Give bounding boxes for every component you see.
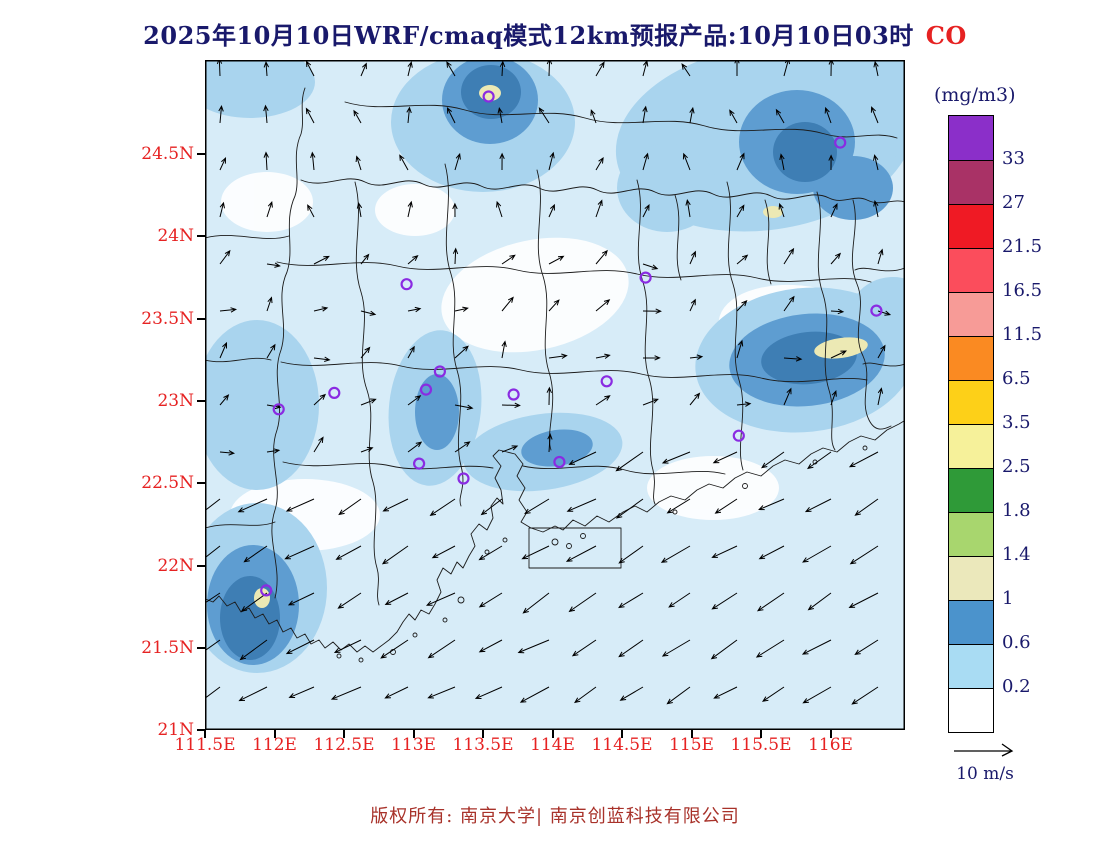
lon-tick-mark (829, 730, 832, 738)
colorbar-tick-label: 11.5 (1002, 324, 1043, 345)
lon-tick-label: 113.5E (452, 735, 514, 755)
colorbar-swatch (949, 116, 993, 160)
colorbar-swatch (949, 644, 993, 688)
colorbar-unit: (mg/m3) (934, 84, 1016, 106)
colorbar-tick-label: 1.8 (1002, 500, 1031, 521)
lat-tick-mark (197, 647, 205, 650)
city-station-marker (507, 388, 520, 401)
lat-tick-label: 23N (157, 391, 194, 412)
colorbar-swatch (949, 204, 993, 248)
colorbar-tick-label: 1.4 (1002, 544, 1031, 565)
map-panel (205, 60, 905, 730)
lat-tick-mark (197, 564, 205, 567)
city-station-marker (260, 584, 273, 597)
lon-tick-label: 112.5E (313, 735, 375, 755)
lon-tick-mark (760, 730, 762, 738)
chart-title-text: 2025年10月10日WRF/cmaq模式12km预报产品:10月10日03时 (143, 21, 914, 50)
city-station-marker (553, 455, 566, 469)
colorbar-swatch (949, 468, 993, 512)
station-marker-layer (260, 90, 883, 597)
city-station-marker (639, 271, 652, 284)
colorbar-swatch (949, 424, 993, 468)
city-station-marker (328, 386, 341, 399)
colorbar-tick-label: 21.5 (1002, 236, 1043, 257)
colorbar-swatch (949, 336, 993, 380)
lat-tick-label: 22N (157, 555, 194, 576)
lat-tick-label: 22.5N (141, 473, 194, 494)
city-station-marker (400, 278, 413, 291)
lat-tick-label: 24.5N (141, 144, 194, 165)
lat-tick-label: 24N (157, 226, 194, 247)
lon-tick-label: 113E (391, 735, 436, 755)
city-station-marker (834, 136, 847, 149)
lat-tick-label: 21N (157, 720, 194, 741)
wind-scale-arrow-icon (954, 743, 1014, 757)
colorbar-tick-label: 6.5 (1002, 368, 1031, 389)
lat-tick-mark (197, 482, 205, 485)
chart-title-species: CO (925, 21, 967, 50)
chart-title: 2025年10月10日WRF/cmaq模式12km预报产品:10月10日03时 C… (120, 16, 990, 51)
city-station-marker (433, 365, 446, 378)
colorbar-tick-label: 0.6 (1002, 632, 1031, 653)
lon-tick-label: 112E (252, 735, 297, 755)
copyright-footer: 版权所有: 南京大学| 南京创蓝科技有限公司 (370, 806, 740, 827)
lon-tick-mark (482, 730, 484, 738)
city-station-marker (870, 304, 883, 317)
city-station-marker (457, 472, 470, 485)
colorbar-swatch (949, 160, 993, 204)
map-canvas (205, 60, 905, 730)
colorbar-tick-label: 1 (1002, 588, 1014, 609)
city-station-marker (732, 429, 745, 442)
colorbar-swatch (949, 556, 993, 600)
contour-fill-layer (205, 60, 905, 730)
city-station-marker (272, 403, 285, 416)
boundary-layer (205, 87, 905, 663)
colorbar-tick-label: 16.5 (1002, 280, 1043, 301)
colorbar-swatch (949, 512, 993, 556)
colorbar-tick-label: 33 (1002, 148, 1025, 169)
lon-tick-mark (621, 730, 623, 738)
lat-tick-mark (197, 235, 205, 238)
wind-scale-legend: 10 m/s (942, 740, 1028, 784)
lat-tick-mark (197, 317, 205, 320)
lon-tick-label: 115.5E (730, 735, 792, 755)
colorbar-swatch (949, 292, 993, 336)
city-station-marker (600, 375, 613, 388)
colorbar-swatch (949, 380, 993, 424)
lat-tick-mark (197, 729, 205, 732)
lon-tick-label: 114.5E (591, 735, 653, 755)
colorbar-tick-label: 0.2 (1002, 676, 1031, 697)
lon-tick-mark (343, 730, 345, 738)
lon-tick-mark (204, 730, 206, 738)
map-border (205, 60, 905, 730)
city-station-marker (482, 90, 495, 103)
colorbar (948, 115, 994, 733)
lon-tick-mark (551, 730, 554, 738)
colorbar-tick-label: 27 (1002, 192, 1025, 213)
lat-tick-label: 21.5N (141, 638, 194, 659)
wind-arrow-layer (205, 60, 892, 705)
lon-tick-label: 115E (669, 735, 714, 755)
lon-tick-label: 111.5E (174, 735, 236, 755)
lon-tick-label: 114E (530, 735, 575, 755)
city-station-marker (419, 383, 433, 396)
colorbar-swatch (949, 248, 993, 292)
lat-tick-label: 23.5N (141, 308, 194, 329)
lon-tick-mark (690, 730, 693, 738)
lon-tick-mark (273, 730, 276, 738)
lon-tick-label: 116E (808, 735, 853, 755)
colorbar-swatch (949, 688, 993, 732)
wind-scale-label: 10 m/s (956, 764, 1014, 784)
city-station-marker (413, 457, 426, 470)
lon-tick-mark (412, 730, 415, 738)
colorbar-tick-label: 3.5 (1002, 412, 1031, 433)
colorbar-swatch (949, 600, 993, 644)
lat-tick-mark (197, 400, 205, 403)
colorbar-tick-label: 2.5 (1002, 456, 1031, 477)
lat-tick-mark (197, 153, 205, 156)
